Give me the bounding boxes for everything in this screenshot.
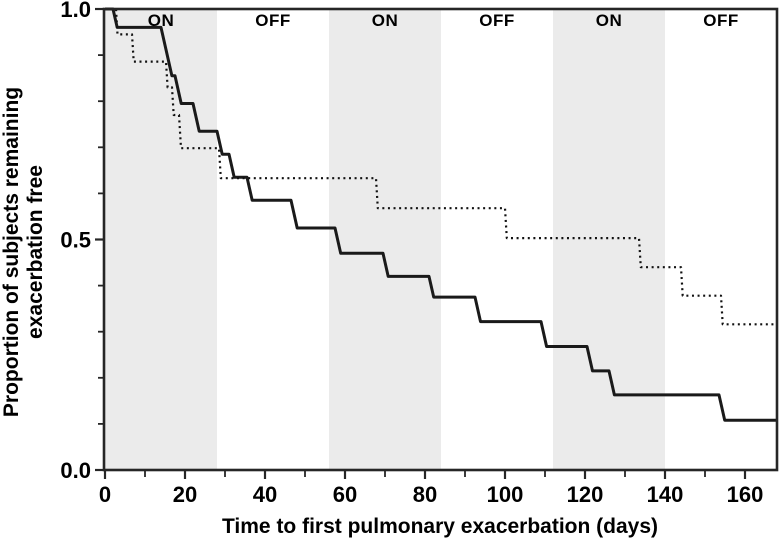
- y-tick-label: 0.0: [60, 458, 91, 483]
- series-group: [105, 7, 777, 422]
- y-tick-label: 0.5: [60, 228, 91, 253]
- x-tick-label: 160: [727, 482, 764, 507]
- period-label-off: OFF: [479, 11, 515, 30]
- x-tick-label: 100: [487, 482, 524, 507]
- solid-series-line: [105, 7, 777, 422]
- x-tick-label: 20: [173, 482, 197, 507]
- off-period-band: [217, 9, 329, 470]
- off-period-band: [441, 9, 553, 470]
- period-label-off: OFF: [255, 11, 291, 30]
- x-tick-label: 80: [413, 482, 437, 507]
- period-label-on: ON: [148, 11, 175, 30]
- x-tick-label: 40: [253, 482, 277, 507]
- on-period-band: [553, 9, 665, 470]
- on-period-band: [329, 9, 441, 470]
- period-label-on: ON: [372, 11, 399, 30]
- on-period-band: [105, 9, 217, 470]
- period-labels-group: ON OFF ON OFF ON OFF: [148, 11, 739, 30]
- cycle-bands-group: [105, 9, 777, 470]
- dotted-series-line: [105, 7, 777, 326]
- x-tick-label: 0: [99, 482, 111, 507]
- y-axis-title-line-2: exacerbation free: [24, 165, 47, 339]
- x-tick-label: 120: [567, 482, 604, 507]
- x-axis-title: Time to first pulmonary exacerbation (da…: [222, 515, 658, 538]
- period-label-off: OFF: [703, 11, 739, 30]
- x-tick-label: 140: [647, 482, 684, 507]
- y-axis-title-line-1: Proportion of subjects remaining: [0, 87, 23, 417]
- x-tick-label: 60: [333, 482, 357, 507]
- period-label-on: ON: [596, 11, 623, 30]
- y-tick-label: 1.0: [60, 0, 91, 22]
- tick-labels-group: 0 20 40 60 80 100 120 140 160 0.0 0.5 1.0: [60, 0, 763, 507]
- ticks-group: [95, 7, 747, 479]
- off-period-band: [665, 9, 777, 470]
